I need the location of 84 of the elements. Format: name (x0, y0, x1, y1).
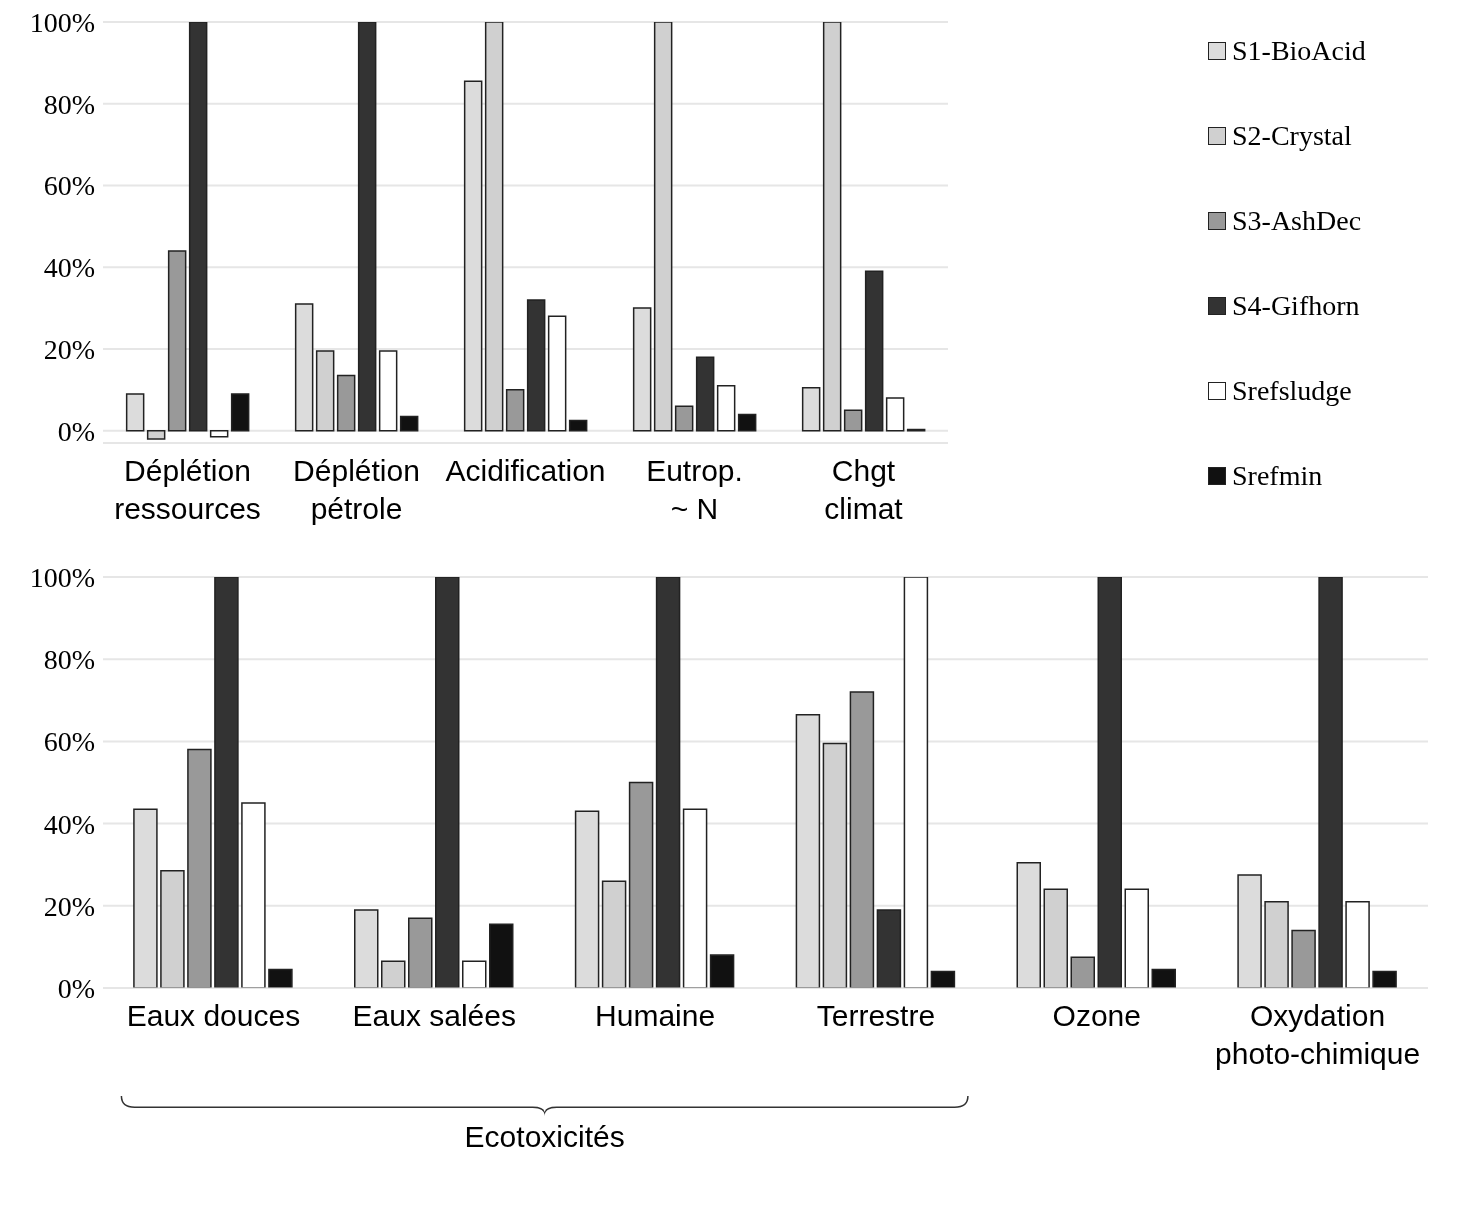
x-tick-label: Acidification (445, 454, 606, 487)
x-tick-label: Déplétion pétrole (293, 454, 420, 525)
bar (601, 880, 627, 988)
y-tick-label: 40% (43, 252, 95, 284)
bar (682, 808, 708, 988)
legend-label: Srefmin (1232, 459, 1323, 492)
y-tick-label: 100% (29, 6, 95, 38)
bar (146, 429, 166, 440)
bar (864, 270, 884, 432)
bar (822, 742, 848, 988)
y-tick-label: 80% (43, 644, 95, 676)
bar (357, 22, 377, 432)
y-tick-label: 20% (43, 890, 95, 922)
bar (167, 250, 187, 432)
bar (209, 429, 229, 438)
bar (737, 413, 757, 432)
bar (268, 968, 293, 988)
y-tick-label: 80% (43, 88, 95, 120)
x-tick-label: Eutrop. ~ N (646, 454, 743, 525)
bar (1318, 577, 1343, 988)
bar (1151, 968, 1176, 988)
bar (435, 577, 460, 988)
x-tick-label: Déplétion ressources (114, 454, 261, 525)
bar (489, 923, 514, 988)
y-tick-label: 60% (43, 170, 95, 202)
bar (1124, 888, 1149, 988)
bar (674, 405, 694, 432)
bar (655, 577, 681, 988)
bar (695, 356, 715, 432)
legend-label: S1-BioAcid (1232, 34, 1366, 67)
bar (214, 577, 239, 988)
x-tick-label: Humaine (595, 999, 716, 1032)
bar (568, 419, 588, 432)
legend-label: S3-AshDec (1232, 204, 1362, 237)
bar (315, 350, 335, 432)
bar (930, 970, 956, 988)
x-tick-label: Ozone (1052, 999, 1141, 1032)
bar (1372, 970, 1397, 988)
bar (526, 299, 546, 432)
bar (1070, 956, 1095, 988)
bar (822, 22, 842, 432)
bar (903, 577, 929, 988)
bar (1264, 900, 1289, 988)
bar (160, 870, 185, 988)
bar (378, 350, 398, 432)
bar (1345, 900, 1370, 988)
bar (381, 960, 406, 988)
bar (885, 397, 905, 432)
legend-label: Srefsludge (1232, 374, 1352, 407)
bar (1043, 888, 1068, 988)
bar (843, 409, 863, 432)
bar (1097, 577, 1122, 988)
bar (399, 415, 419, 432)
x-tick-label: Eaux douces (126, 999, 301, 1032)
y-tick-label: 60% (43, 726, 95, 758)
bar (653, 22, 673, 432)
bar (230, 393, 250, 432)
bar (336, 374, 356, 432)
bar (709, 954, 735, 988)
y-tick-label: 0% (57, 415, 95, 447)
bar (408, 917, 433, 988)
bar (462, 960, 487, 988)
bar (1291, 929, 1316, 988)
bar (188, 22, 208, 432)
x-tick-label: Eaux salées (352, 999, 516, 1032)
bar (547, 315, 567, 432)
x-tick-label: Oxydation photo-chimique (1215, 999, 1421, 1070)
y-tick-label: 20% (43, 333, 95, 365)
bar (187, 748, 212, 988)
y-tick-label: 40% (43, 808, 95, 840)
bar (849, 691, 875, 988)
bar (241, 802, 266, 988)
bar (628, 781, 654, 988)
legend-label: S4-Gifhorn (1232, 289, 1360, 322)
x-tick-label: Terrestre (816, 999, 936, 1032)
bar (716, 385, 736, 432)
bar (484, 22, 504, 432)
bar (505, 389, 525, 432)
bar (876, 909, 902, 988)
y-tick-label: 100% (29, 561, 95, 593)
text: Ecotoxicités (463, 1120, 626, 1154)
x-tick-label: Chgt climat (824, 454, 904, 525)
y-tick-label: 0% (57, 972, 95, 1004)
legend-label: S2-Crystal (1232, 119, 1352, 152)
